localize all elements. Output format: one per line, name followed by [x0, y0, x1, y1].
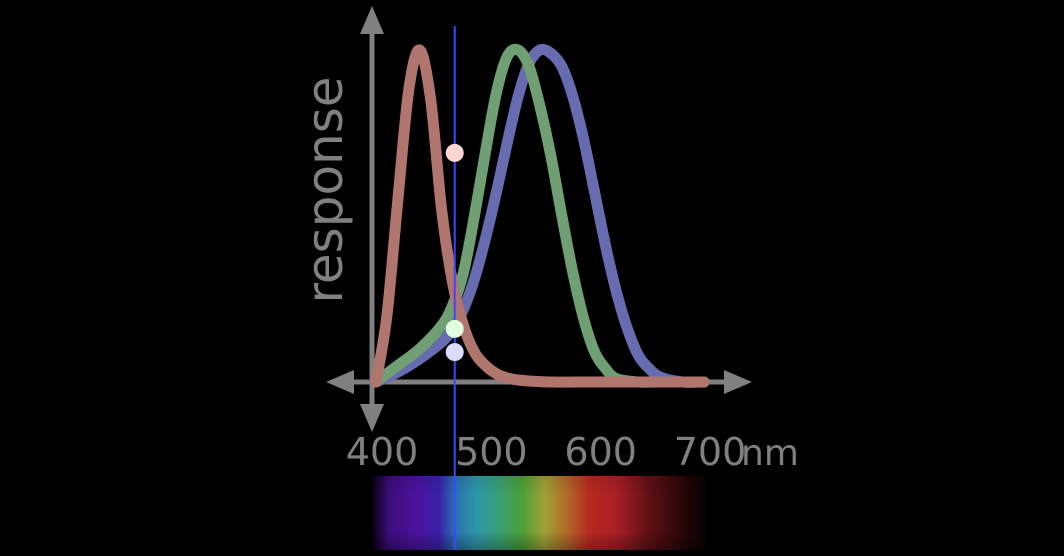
l-cone-marker — [445, 143, 464, 162]
m-cone-curve — [370, 43, 710, 388]
y-axis-arrow-down — [360, 404, 384, 432]
spectrum-bar — [372, 476, 706, 550]
curve-markers — [445, 143, 464, 362]
response-curves — [370, 43, 710, 388]
x-tick-label: 600 — [564, 430, 637, 474]
x-tick-label: 700 — [674, 430, 747, 474]
m-cone-marker — [445, 319, 464, 338]
s-cone-curve — [370, 44, 710, 388]
y-axis-label: response — [296, 76, 354, 303]
s-cone-marker — [445, 343, 464, 362]
x-axis-arrow-right — [724, 370, 752, 394]
y-axis-arrow-up — [360, 6, 384, 34]
x-tick-labels: 400 500 600 700 — [346, 430, 747, 474]
x-tick-label: 500 — [455, 430, 528, 474]
x-tick-label: 400 — [346, 430, 419, 474]
x-axis-arrow-left — [326, 370, 354, 394]
x-unit-label: nm — [741, 433, 799, 474]
